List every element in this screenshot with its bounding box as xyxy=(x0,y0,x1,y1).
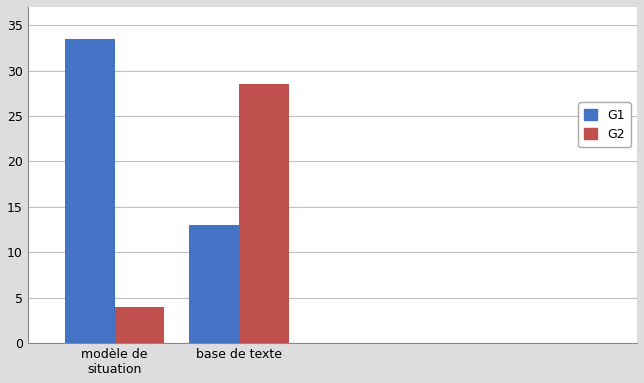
Bar xyxy=(65,39,115,343)
Bar xyxy=(115,307,164,343)
Bar xyxy=(189,225,239,343)
Legend: G1, G2: G1, G2 xyxy=(578,102,631,147)
Bar xyxy=(239,84,289,343)
